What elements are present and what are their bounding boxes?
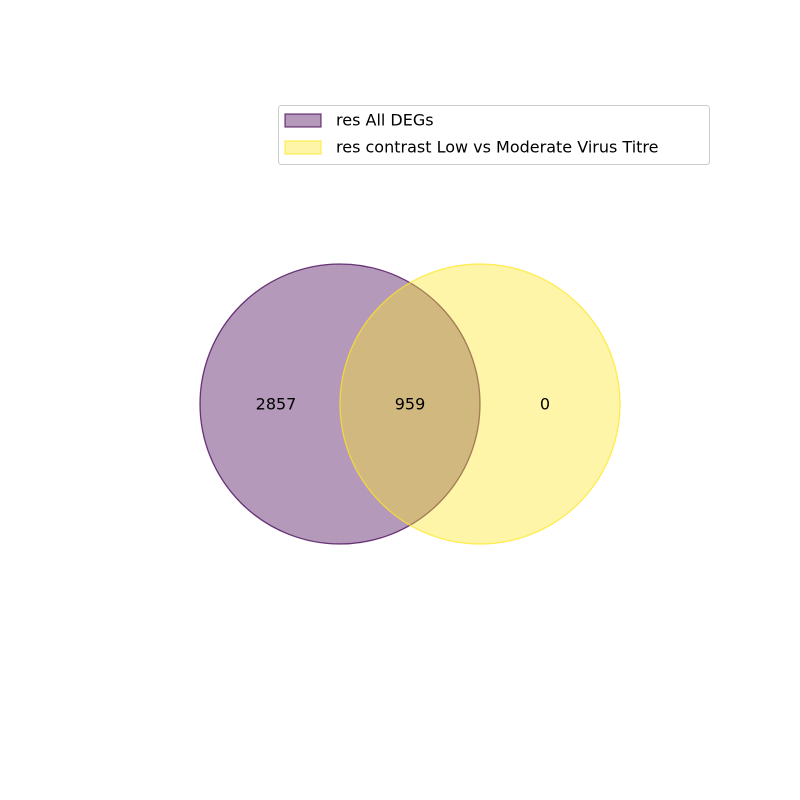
region-label-1: 2857 [256,395,297,414]
legend-label-1: res All DEGs [336,111,434,130]
legend-swatch-2 [284,140,322,155]
region-label-3: 0 [540,395,550,414]
legend-frame [278,105,710,165]
legend-label-2: res contrast Low vs Moderate Virus Titre [336,138,658,157]
legend-swatch-1 [284,113,322,128]
venn-circles [199,263,621,545]
venn-circle-2 [339,263,621,545]
venn-region-labels: 2857 959 0 [256,395,550,414]
region-label-2: 959 [395,395,426,414]
legend: res All DEGs res contrast Low vs Moderate… [278,105,710,165]
